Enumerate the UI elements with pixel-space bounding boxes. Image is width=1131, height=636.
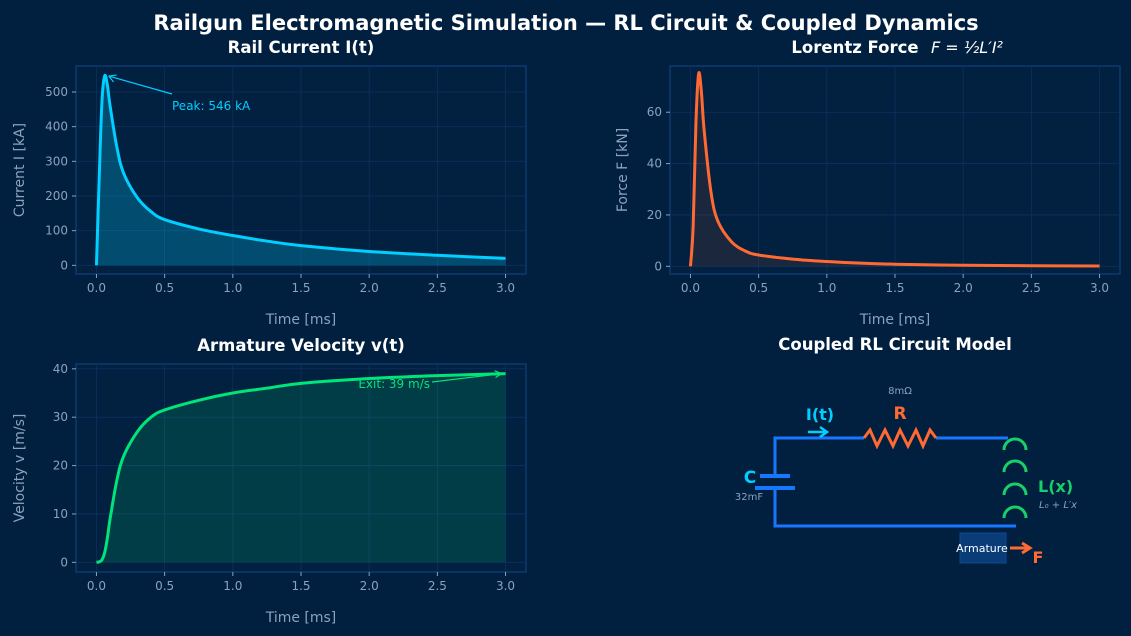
- annotation-text: Peak: 546 kA: [172, 99, 251, 113]
- y-tick-label: 0: [654, 259, 662, 273]
- annotation-text: Exit: 39 m/s: [358, 377, 430, 391]
- x-tick-label: 0.0: [87, 281, 106, 295]
- x-axis-label: Time [ms]: [265, 312, 337, 328]
- capacitor-label: C: [744, 468, 756, 488]
- x-tick-label: 2.5: [1022, 281, 1041, 295]
- capacitor-value: 32mF: [735, 492, 763, 503]
- current-area-fill: [96, 75, 506, 266]
- x-tick-label: 0.5: [749, 281, 768, 295]
- x-tick-label: 2.0: [954, 281, 973, 295]
- y-tick-label: 20: [647, 208, 662, 222]
- force-arrow-icon: [1010, 541, 1033, 555]
- force-label: F: [1033, 548, 1044, 567]
- y-tick-label: 0: [60, 555, 68, 569]
- velocity-series-line: [96, 372, 506, 564]
- annotation-arrow: [431, 373, 502, 383]
- resistor-value: 8mΩ: [888, 386, 912, 397]
- current-series-line: [94, 73, 506, 266]
- y-tick-label: 0: [60, 258, 68, 272]
- x-tick-label: 1.0: [223, 281, 242, 295]
- y-axis-label: Velocity v [m/s]: [12, 414, 28, 523]
- y-tick-label: 40: [647, 157, 662, 171]
- x-tick-label: 2.0: [360, 579, 379, 593]
- inductor-coil: [1002, 437, 1028, 519]
- armature-block: [959, 532, 1007, 564]
- x-tick-label: 3.0: [496, 281, 515, 295]
- force-series-line: [688, 71, 1100, 268]
- y-tick-label: 500: [45, 85, 68, 99]
- y-tick-label: 200: [45, 189, 68, 203]
- suptitle: Railgun Electromagnetic Simulation — RL …: [153, 11, 978, 35]
- current-axes: 0.0 0.5 1.0 1.5 2.0 2.5 3.0 0 100 200 300 400 500 Rai…: [12, 38, 527, 328]
- resistor-zigzag: [862, 426, 938, 450]
- y-tick-label: 60: [647, 105, 662, 119]
- x-tick-label: 0.5: [155, 281, 174, 295]
- x-tick-label: 1.0: [817, 281, 836, 295]
- y-axis-label: Force F [kN]: [615, 128, 631, 212]
- diagram-title: Coupled RL Circuit Model: [778, 335, 1012, 354]
- x-tick-label: 2.5: [428, 579, 447, 593]
- current-arrow-icon: [808, 425, 830, 439]
- annotation-arrowhead-icon: [494, 370, 502, 379]
- inductor-label: L(x): [1038, 477, 1073, 496]
- x-tick-label: 1.5: [885, 281, 904, 295]
- x-tick-label: 2.5: [428, 281, 447, 295]
- annotation-arrowhead-icon: [108, 74, 117, 83]
- y-tick-label: 100: [45, 224, 68, 238]
- annotation-arrow: [108, 75, 173, 95]
- inductor-formula: L₀ + L′x: [1039, 500, 1077, 511]
- current-label: I(t): [806, 405, 834, 424]
- armature-label: Armature: [956, 542, 1008, 555]
- x-tick-label: 3.0: [1090, 281, 1109, 295]
- x-tick-label: 3.0: [496, 579, 515, 593]
- force-area-fill: [690, 72, 1100, 267]
- y-tick-label: 30: [53, 410, 68, 424]
- x-tick-label: 1.5: [291, 579, 310, 593]
- x-tick-label: 1.0: [223, 579, 242, 593]
- wire-left-bottom: [773, 488, 1016, 528]
- y-tick-label: 10: [53, 507, 68, 521]
- x-tick-label: 0.0: [87, 579, 106, 593]
- x-tick-label: 0.5: [155, 579, 174, 593]
- wire-top: [773, 436, 864, 475]
- velocity-axes: 0.0 0.5 1.0 1.5 2.0 2.5 3.0 0 10 20 30 40 Armature V…: [12, 336, 527, 626]
- x-axis-label: Time [ms]: [265, 610, 337, 626]
- axes-title-formula: F = ½L′I²: [931, 38, 1004, 57]
- axes-title: Rail Current I(t): [228, 38, 375, 57]
- x-tick-label: 0.0: [681, 281, 700, 295]
- axes-title: Lorentz Force: [791, 38, 918, 57]
- y-tick-label: 40: [53, 362, 68, 376]
- axes-title: Armature Velocity v(t): [197, 336, 405, 355]
- y-axis-label: Current I [kA]: [12, 123, 28, 217]
- velocity-area-fill: [96, 373, 506, 563]
- y-tick-label: 300: [45, 154, 68, 168]
- x-tick-label: 2.0: [360, 281, 379, 295]
- y-tick-label: 400: [45, 120, 68, 134]
- circuit-diagram: Coupled RL Circuit Model I(t) 8mΩ R C 32…: [735, 335, 1077, 567]
- force-axes: 0.0 0.5 1.0 1.5 2.0 2.5 3.0 0 20 40 60 Lorentz Forc…: [615, 38, 1121, 328]
- x-tick-label: 1.5: [291, 281, 310, 295]
- resistor-label: R: [893, 404, 906, 424]
- y-tick-label: 20: [53, 459, 68, 473]
- x-axis-label: Time [ms]: [859, 312, 931, 328]
